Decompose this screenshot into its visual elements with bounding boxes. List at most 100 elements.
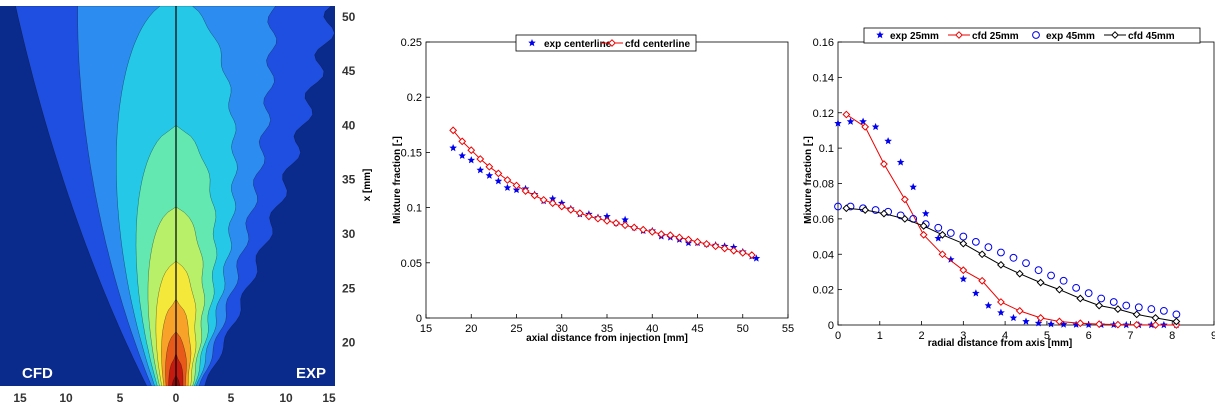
data-point xyxy=(584,212,593,221)
data-point xyxy=(1015,306,1024,315)
data-point xyxy=(738,248,747,257)
radial-legend: exp 25mm cfd 25mm exp 45mm cfd 45mm xyxy=(863,27,1201,44)
data-point xyxy=(1009,253,1018,262)
series-exp-centerline xyxy=(449,144,761,262)
data-point xyxy=(997,298,1005,306)
data-point xyxy=(729,246,738,255)
centerline-legend: exp centerline cfd centerline xyxy=(515,34,697,52)
x-tick-label: 40 xyxy=(646,323,658,335)
legend-box xyxy=(863,27,1201,44)
data-point xyxy=(657,230,666,239)
data-point xyxy=(548,199,557,208)
data-point xyxy=(1036,314,1045,322)
data-point xyxy=(612,219,620,227)
x-tick-label: 0 xyxy=(835,330,841,342)
data-point xyxy=(1047,271,1055,280)
data-point xyxy=(530,191,539,200)
series-exp-45mm xyxy=(834,202,1181,319)
data-point xyxy=(1072,283,1081,292)
data-point xyxy=(666,231,675,240)
contour-x-tick-label: 10 xyxy=(59,391,73,405)
data-point xyxy=(978,250,987,259)
legend-label-cfd-centerline: cfd centerline xyxy=(625,39,690,50)
data-point xyxy=(846,117,855,125)
data-point xyxy=(880,160,888,168)
data-point xyxy=(1114,320,1122,329)
radial-x-axis-label: radial distance from axis [mm] xyxy=(928,338,1073,349)
data-point xyxy=(1132,310,1141,319)
contour-x-tick-label: 5 xyxy=(117,391,124,405)
y-tick-label: 0.08 xyxy=(813,179,834,191)
series-cfd-25mm xyxy=(842,110,1181,329)
x-tick-label: 55 xyxy=(782,323,794,335)
contour-x-tick-label: 10 xyxy=(279,391,293,405)
legend-marker xyxy=(1111,31,1119,39)
data-point xyxy=(1015,269,1024,278)
data-point xyxy=(1055,285,1064,294)
data-point xyxy=(984,301,993,309)
data-point xyxy=(1084,320,1093,329)
data-point xyxy=(594,214,602,223)
radial-y-axis-label: Mixture fraction [-] xyxy=(803,136,814,224)
legend-marker xyxy=(955,31,963,39)
data-point xyxy=(684,235,693,244)
data-point xyxy=(720,244,729,253)
x-tick-label: 50 xyxy=(737,323,749,335)
contour-x-tick-label: 0 xyxy=(173,391,180,405)
data-point xyxy=(630,223,639,232)
contour-x-tick-label: 15 xyxy=(13,391,27,405)
series-line xyxy=(846,207,1177,322)
data-point xyxy=(934,223,943,232)
legend-label-exp-centerline: exp centerline xyxy=(544,39,612,50)
radial-series xyxy=(834,110,1181,329)
data-point xyxy=(1172,310,1181,319)
legend-marker xyxy=(528,38,536,47)
data-point xyxy=(959,232,968,241)
data-point xyxy=(919,222,928,230)
data-point xyxy=(539,195,548,204)
contour-y-tick-label: 30 xyxy=(342,227,356,241)
data-point xyxy=(467,146,476,155)
data-point xyxy=(959,275,968,283)
data-point xyxy=(503,176,512,184)
data-point xyxy=(946,229,955,237)
data-point xyxy=(997,248,1005,257)
data-point xyxy=(1036,278,1045,287)
data-point xyxy=(834,119,842,127)
data-point xyxy=(752,254,761,262)
legend-label-cfd-45mm: cfd 45mm xyxy=(1128,31,1175,42)
y-tick-label: 0 xyxy=(416,313,422,325)
legend-marker xyxy=(608,39,616,47)
data-point xyxy=(476,166,485,174)
data-point xyxy=(1047,320,1055,328)
y-tick-label: 0.02 xyxy=(813,285,834,297)
series-cfd-centerline xyxy=(449,126,756,259)
data-point xyxy=(842,204,851,213)
contour-y-tick-label: 35 xyxy=(342,173,356,187)
x-tick-label: 4 xyxy=(1002,330,1008,342)
data-point xyxy=(1172,317,1181,326)
data-point xyxy=(959,266,968,275)
data-point xyxy=(896,158,905,166)
legend-label-cfd-25mm: cfd 25mm xyxy=(972,31,1019,42)
data-point xyxy=(747,251,756,259)
legend-label-exp-45mm: exp 45mm xyxy=(1046,31,1095,42)
data-point xyxy=(1122,301,1131,310)
x-tick-label: 15 xyxy=(420,323,432,335)
data-point xyxy=(485,162,494,171)
data-point xyxy=(494,169,503,178)
data-point xyxy=(1147,305,1156,313)
data-point xyxy=(512,181,521,190)
radial-chart: 0 1 2 3 4 5 6 7 8 9 0 0.02 0.04 0.06 0.08 0.1 0.12 0.14 0.… xyxy=(803,27,1215,349)
x-tick-label: 35 xyxy=(601,323,613,335)
data-point xyxy=(494,177,503,185)
contour-x-tick-label: 15 xyxy=(322,391,336,405)
data-point xyxy=(693,237,702,246)
data-point xyxy=(639,225,648,234)
centerline-y-axis-label: Mixture fraction [-] xyxy=(392,136,403,224)
contour-layers xyxy=(15,6,335,386)
x-tick-label: 8 xyxy=(1169,330,1175,342)
contour-y-tick-label: 45 xyxy=(342,64,356,78)
